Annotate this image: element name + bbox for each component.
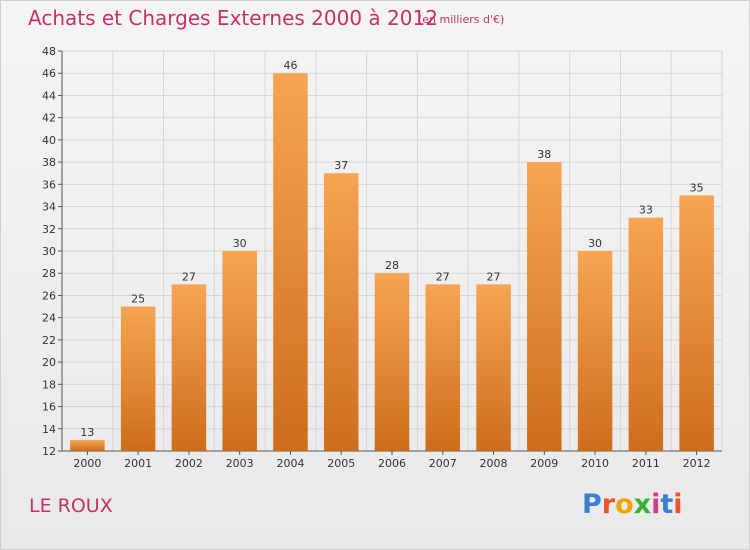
bar-2012	[679, 195, 714, 451]
bar-2001	[120, 306, 156, 451]
y-tick-label: 32	[42, 223, 56, 236]
bar-2000	[70, 439, 105, 451]
chart-unit-note: (en milliers d'€)	[418, 13, 505, 26]
data-label: 35	[690, 181, 704, 194]
bars	[70, 73, 714, 451]
data-label: 25	[131, 293, 145, 306]
y-tick-label: 28	[42, 267, 56, 280]
bar-2002	[171, 284, 207, 451]
data-label: 46	[283, 59, 297, 72]
y-tick-label: 16	[42, 401, 56, 414]
place-label: LE ROUX	[29, 495, 113, 517]
y-tick-label: 48	[42, 45, 56, 58]
bar-2006	[374, 273, 410, 451]
x-tick-label: 2010	[581, 457, 609, 470]
bar-2011	[628, 217, 664, 451]
y-tick-label: 38	[42, 156, 56, 169]
logo-text: Proxiti	[582, 489, 683, 520]
bar-2009	[527, 162, 562, 451]
x-tick-label: 2001	[124, 457, 152, 470]
data-label: 27	[487, 270, 501, 283]
x-tick-label: 2005	[327, 457, 355, 470]
bar-2003	[222, 251, 257, 451]
axes: 12 14 16 18 20 22 24 26 28 30 32 34 36 38 40 42 44 46 48 20…	[42, 45, 722, 470]
bar-2005	[323, 173, 359, 451]
proxiti-logo: Proxiti	[582, 489, 683, 520]
chart-title: Achats et Charges Externes 2000 à 2012	[28, 6, 438, 30]
bar-2008	[476, 284, 511, 451]
y-tick-label: 14	[42, 423, 56, 436]
bar-2010	[577, 251, 613, 451]
y-tick-label: 18	[42, 378, 56, 391]
y-tick-label: 36	[42, 178, 56, 191]
data-label: 27	[436, 270, 450, 283]
data-label: 38	[537, 148, 551, 161]
y-tick-label: 24	[42, 312, 56, 325]
data-label: 27	[182, 270, 196, 283]
x-tick-label: 2006	[378, 457, 406, 470]
x-tick-label: 2008	[480, 457, 508, 470]
x-tick-label: 2012	[683, 457, 711, 470]
y-tick-label: 30	[42, 245, 56, 258]
x-tick-label: 2000	[73, 457, 101, 470]
y-tick-label: 46	[42, 67, 56, 80]
data-label: 30	[233, 237, 247, 250]
y-tick-label: 40	[42, 134, 56, 147]
bar-2007	[425, 284, 461, 451]
data-label: 30	[588, 237, 602, 250]
data-label: 13	[80, 426, 94, 439]
y-tick-label: 42	[42, 112, 56, 125]
x-tick-label: 2009	[530, 457, 558, 470]
bar-2004	[273, 73, 308, 451]
data-labels: 13 25 27 30 46 37 28 27 27 38 30 33 35	[80, 59, 703, 439]
data-label: 33	[639, 204, 653, 217]
x-tick-label: 2003	[226, 457, 254, 470]
y-tick-label: 34	[42, 201, 56, 214]
data-label: 37	[334, 159, 348, 172]
data-label: 28	[385, 259, 399, 272]
y-tick-label: 20	[42, 356, 56, 369]
y-tick-label: 12	[42, 445, 56, 458]
x-tick-label: 2007	[429, 457, 457, 470]
x-tick-label: 2011	[632, 457, 660, 470]
y-tick-label: 22	[42, 334, 56, 347]
y-tick-label: 44	[42, 89, 56, 102]
x-tick-label: 2002	[175, 457, 203, 470]
y-tick-label: 26	[42, 289, 56, 302]
x-tick-label: 2004	[276, 457, 304, 470]
